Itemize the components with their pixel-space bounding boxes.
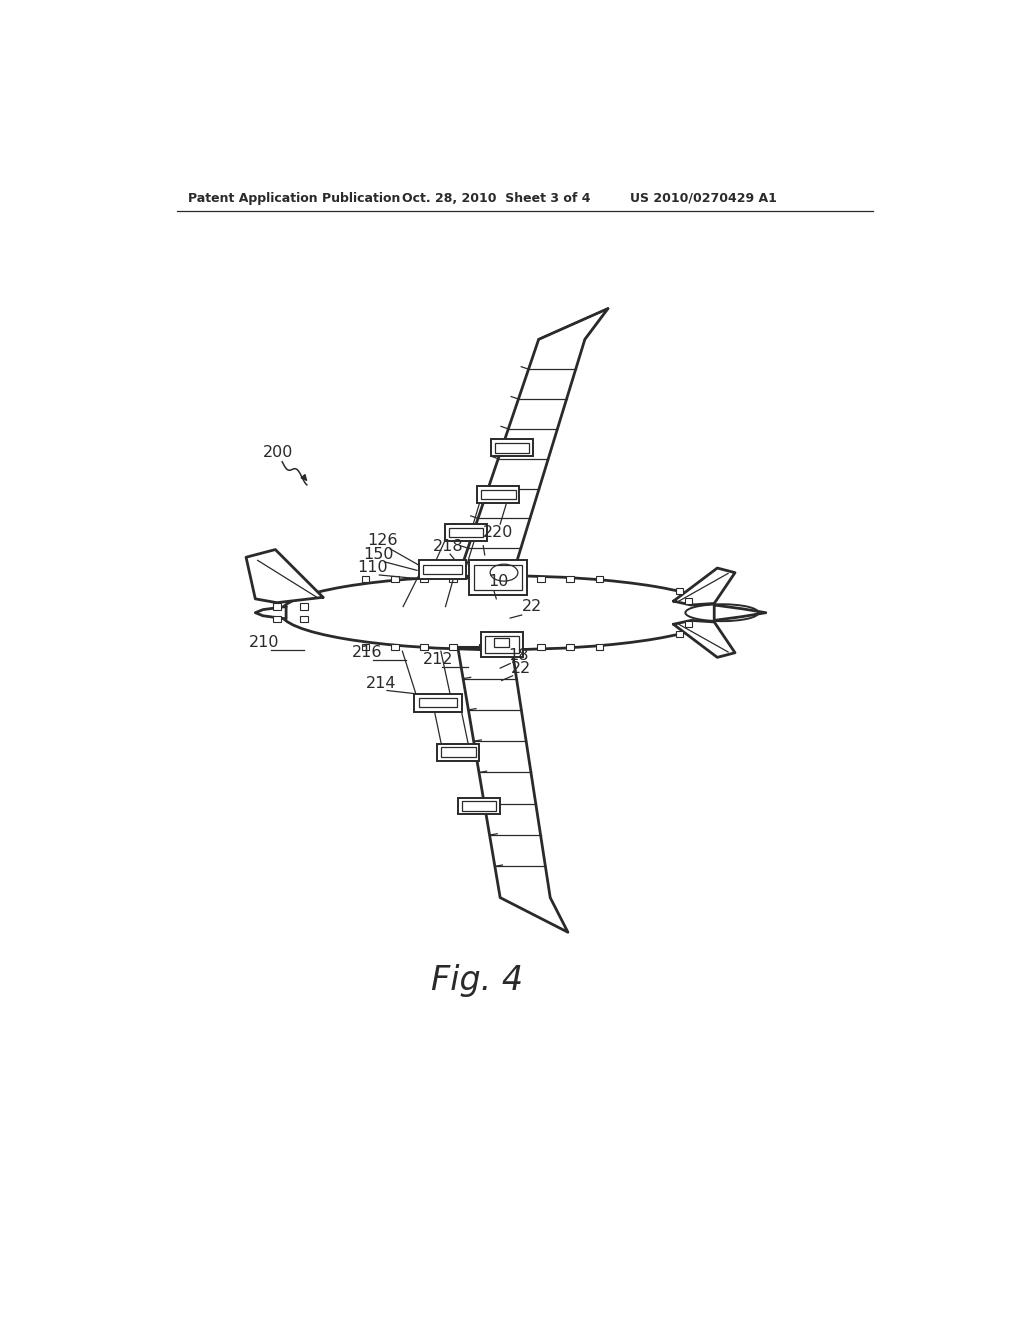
Bar xyxy=(419,698,457,708)
Bar xyxy=(481,632,523,656)
Text: Patent Application Publication: Patent Application Publication xyxy=(188,191,400,205)
Text: 214: 214 xyxy=(366,676,396,692)
Bar xyxy=(273,615,281,622)
Bar xyxy=(477,486,519,503)
Bar xyxy=(419,560,466,578)
Bar xyxy=(391,576,398,582)
Bar xyxy=(444,524,487,541)
Bar xyxy=(437,743,479,760)
Bar xyxy=(508,644,515,649)
Bar xyxy=(481,490,515,499)
Bar xyxy=(449,528,483,537)
Bar xyxy=(676,589,683,594)
Bar xyxy=(423,565,462,574)
Text: 110: 110 xyxy=(357,560,388,576)
Polygon shape xyxy=(674,568,735,605)
Text: Fig. 4: Fig. 4 xyxy=(431,964,523,997)
Bar xyxy=(450,644,457,649)
Polygon shape xyxy=(246,549,323,603)
Bar xyxy=(273,603,281,610)
Bar xyxy=(478,576,486,582)
Bar xyxy=(484,636,519,653)
Bar xyxy=(596,644,603,649)
Bar xyxy=(458,797,500,814)
Polygon shape xyxy=(714,605,766,620)
Bar xyxy=(685,622,692,627)
Text: 10: 10 xyxy=(487,574,508,589)
Bar xyxy=(361,576,370,582)
Bar xyxy=(462,801,497,810)
Text: 150: 150 xyxy=(364,546,393,562)
Bar xyxy=(685,598,692,605)
Polygon shape xyxy=(674,620,735,657)
Bar xyxy=(676,631,683,638)
Bar xyxy=(300,615,307,622)
Polygon shape xyxy=(458,309,608,578)
Text: Oct. 28, 2010  Sheet 3 of 4: Oct. 28, 2010 Sheet 3 of 4 xyxy=(402,191,591,205)
Text: US 2010/0270429 A1: US 2010/0270429 A1 xyxy=(630,191,776,205)
Ellipse shape xyxy=(281,576,720,649)
Text: 22: 22 xyxy=(511,661,531,676)
Bar xyxy=(566,644,574,649)
Bar xyxy=(441,747,475,756)
Bar xyxy=(391,644,398,649)
Text: 200: 200 xyxy=(263,445,293,461)
Text: 126: 126 xyxy=(368,533,398,548)
Bar xyxy=(495,444,529,453)
Text: 22: 22 xyxy=(521,599,542,614)
Polygon shape xyxy=(458,647,568,932)
Bar xyxy=(494,638,509,647)
Bar xyxy=(414,693,462,711)
Bar xyxy=(420,576,428,582)
Bar xyxy=(566,576,574,582)
Bar xyxy=(538,576,545,582)
Bar xyxy=(450,576,457,582)
Ellipse shape xyxy=(685,605,759,622)
Bar xyxy=(596,576,603,582)
Bar xyxy=(300,603,307,610)
Text: 18: 18 xyxy=(508,648,528,664)
Text: 212: 212 xyxy=(423,652,454,668)
Bar xyxy=(478,644,486,649)
Polygon shape xyxy=(255,607,286,619)
Bar xyxy=(490,440,534,457)
Bar xyxy=(474,565,522,590)
Bar xyxy=(469,560,527,595)
Bar xyxy=(508,576,515,582)
Text: 216: 216 xyxy=(352,645,383,660)
Text: 218: 218 xyxy=(432,539,463,554)
Text: 210: 210 xyxy=(249,635,280,651)
Bar xyxy=(538,644,545,649)
Text: 220: 220 xyxy=(483,525,514,540)
Bar xyxy=(420,644,428,649)
Bar xyxy=(361,644,370,649)
